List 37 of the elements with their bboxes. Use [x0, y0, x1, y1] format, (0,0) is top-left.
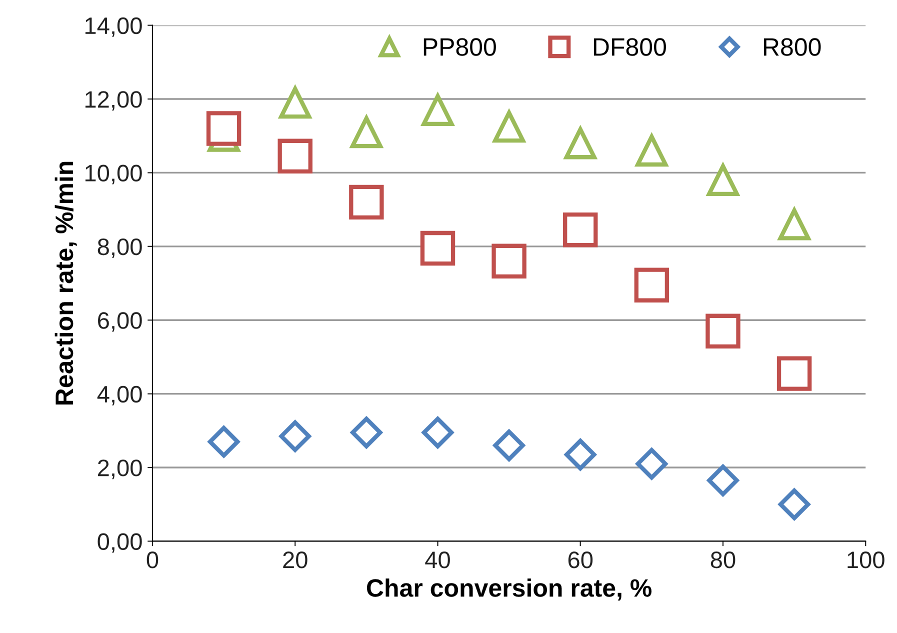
- point: [636, 448, 668, 480]
- point: [349, 184, 384, 220]
- y-tick-label: 2,00: [98, 460, 142, 480]
- x-tick-label: 80: [710, 552, 736, 568]
- point: [208, 426, 240, 458]
- point: [776, 356, 812, 391]
- y-tick-label: 14,00: [85, 17, 142, 37]
- point: [278, 138, 312, 174]
- point: [778, 488, 810, 520]
- legend-label: PP800: [424, 38, 496, 56]
- point: [564, 438, 596, 470]
- y-tick-label: 6,00: [98, 312, 142, 332]
- y-tick-label: 10,00: [85, 164, 142, 184]
- x-tick-label: 0: [146, 552, 158, 568]
- y-tick-label: 4,00: [97, 386, 142, 406]
- point: [706, 314, 740, 349]
- point: [493, 430, 525, 462]
- point: [562, 212, 598, 248]
- x-tick-label: 40: [425, 552, 450, 568]
- y-tick-label: 8,00: [98, 238, 142, 258]
- point: [206, 111, 242, 146]
- y-tick-label: 0,00: [98, 533, 142, 553]
- x-axis-title: Char conversion rate, %: [366, 578, 652, 600]
- point: [634, 268, 670, 302]
- point: [279, 420, 311, 452]
- point: [422, 416, 454, 448]
- y-axis-title: Reaction rate, %/min: [54, 162, 77, 405]
- legend-label: R800: [764, 38, 821, 56]
- x-tick-label: 20: [283, 552, 308, 568]
- x-tick-label: 60: [568, 552, 593, 568]
- point: [492, 244, 526, 279]
- point: [707, 464, 739, 496]
- y-tick-label: 12,00: [85, 91, 142, 111]
- legend-label: DF800: [594, 38, 666, 56]
- point: [350, 416, 382, 448]
- x-tick-label: 100: [848, 552, 884, 568]
- point: [420, 230, 456, 266]
